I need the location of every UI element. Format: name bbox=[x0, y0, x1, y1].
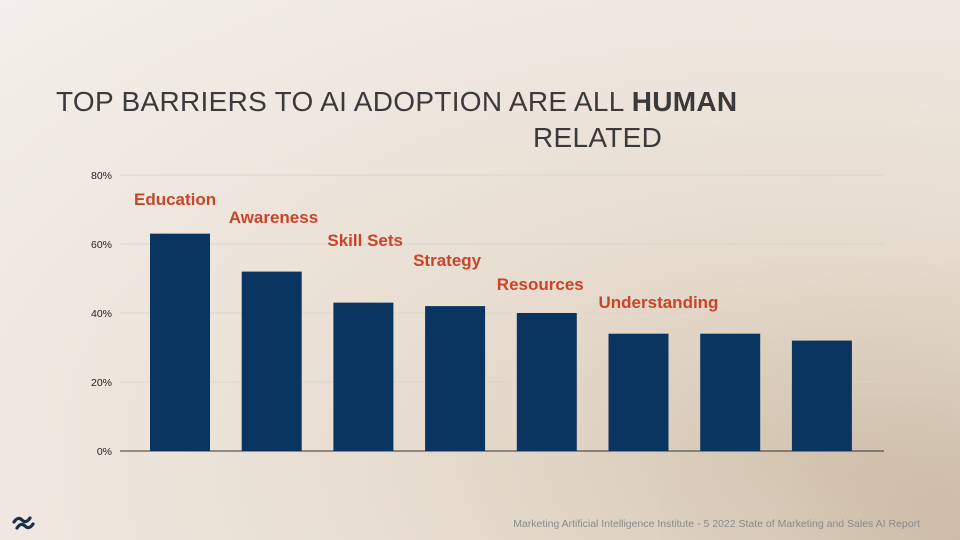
bar bbox=[700, 333, 761, 451]
bar bbox=[150, 233, 210, 451]
bar-category-label: Education bbox=[134, 190, 216, 209]
bar-category-label: Skill Sets bbox=[327, 231, 403, 250]
title-emphasis: HUMAN bbox=[631, 86, 738, 117]
bar-category-label: Awareness bbox=[229, 208, 318, 227]
bar-category-label: Understanding bbox=[599, 293, 719, 312]
y-tick-label: 60% bbox=[91, 239, 112, 251]
y-tick-label: 40% bbox=[91, 308, 112, 320]
title-line-2: RELATED bbox=[533, 122, 663, 153]
bar-category-label: Strategy bbox=[413, 251, 482, 270]
bar bbox=[425, 306, 486, 451]
bar bbox=[516, 313, 577, 451]
y-tick-label: 80% bbox=[91, 170, 112, 182]
bar-category-label: Resources bbox=[497, 275, 584, 294]
bar bbox=[333, 302, 394, 451]
title-line-1: TOP BARRIERS TO AI ADOPTION ARE ALL bbox=[56, 86, 632, 117]
bar bbox=[608, 333, 669, 451]
bar bbox=[241, 271, 302, 451]
y-tick-label: 0% bbox=[97, 446, 112, 458]
source-citation: Marketing Artificial Intelligence Instit… bbox=[513, 518, 920, 530]
bar bbox=[791, 340, 852, 451]
y-tick-label: 20% bbox=[91, 377, 112, 389]
s-wave-logo-icon bbox=[12, 516, 35, 530]
